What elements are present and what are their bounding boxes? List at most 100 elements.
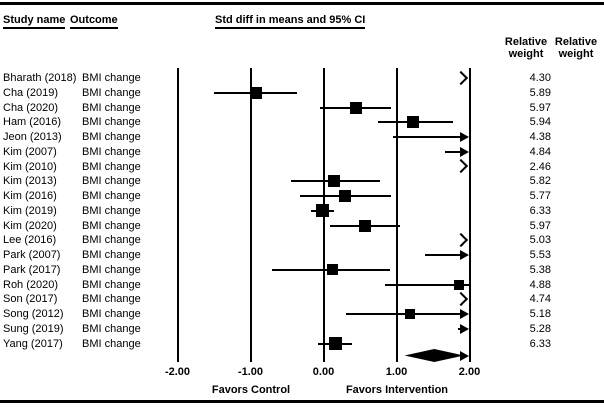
relative-weight-value: 5.94 xyxy=(529,116,551,129)
relative-weight-value: 4.88 xyxy=(529,278,551,291)
axis-gridline xyxy=(249,68,252,362)
outcome-label: BMI change xyxy=(82,278,141,291)
relative-weight-2-line2: weight xyxy=(558,47,594,60)
relative-weight-value: 5.97 xyxy=(529,219,551,232)
study-name-label: Park (2007) xyxy=(3,249,61,261)
summary-arrow-right-icon xyxy=(460,350,469,361)
ci-line xyxy=(444,150,461,153)
ci-arrow-right-icon xyxy=(460,323,469,334)
offscale-chevron-icon xyxy=(453,158,469,174)
study-name-label: Roh (2020) xyxy=(3,278,59,291)
outcome-label: BMI change xyxy=(82,234,141,247)
ci-line xyxy=(424,254,461,256)
point-estimate-marker xyxy=(350,101,363,114)
relative-weight-value: 5.89 xyxy=(529,86,551,99)
relative-weight-value: 6.33 xyxy=(529,204,551,217)
outcome-label: BMI change xyxy=(82,322,141,335)
axis-tick-label: -2.00 xyxy=(164,366,191,378)
outcome-label: BMI change xyxy=(82,249,141,261)
ci-arrow-right-icon xyxy=(460,250,469,260)
point-estimate-marker xyxy=(359,219,372,232)
outcome-label: BMI change xyxy=(82,72,141,84)
ci-line xyxy=(457,327,461,330)
relative-weight-value: 4.74 xyxy=(529,293,551,306)
axis-tick-label: 0.00 xyxy=(312,366,335,378)
outcome-label: BMI change xyxy=(82,175,141,188)
relative-weight-value: 5.28 xyxy=(529,322,551,335)
axis-tick-label: -1.00 xyxy=(237,366,264,378)
relative-weight-value: 5.03 xyxy=(529,234,551,247)
relative-weight-1-line1: Relative xyxy=(504,36,548,48)
axis-tick-label: 2.00 xyxy=(458,366,481,378)
study-name-label: Kim (2013) xyxy=(3,175,57,188)
outcome-label: BMI change xyxy=(82,337,141,350)
top-rule xyxy=(0,2,604,5)
column-header-outcome: Outcome xyxy=(70,14,118,29)
study-name-label: Yang (2017) xyxy=(3,337,63,350)
relative-weight-value: 5.18 xyxy=(529,308,551,320)
study-name-label: Kim (2020) xyxy=(3,219,57,232)
point-estimate-marker xyxy=(315,204,329,218)
study-name-label: Cha (2019) xyxy=(3,86,59,99)
axis-gridline xyxy=(395,68,398,362)
relative-weight-value: 5.77 xyxy=(529,190,551,202)
outcome-label: BMI change xyxy=(82,263,141,276)
axis-tick-label: 1.00 xyxy=(385,366,408,378)
outcome-label: BMI change xyxy=(82,219,141,232)
point-estimate-marker xyxy=(328,175,341,188)
study-name-label: Ham (2016) xyxy=(3,116,62,129)
outcome-label: BMI change xyxy=(82,86,141,99)
relative-weight-2-line1: Relative xyxy=(554,36,598,48)
study-name-label: Kim (2010) xyxy=(3,160,57,173)
offscale-chevron-icon xyxy=(453,232,469,247)
ci-arrow-right-icon xyxy=(460,132,469,142)
outcome-label: BMI change xyxy=(82,190,141,202)
outcome-label: BMI change xyxy=(82,131,141,143)
column-header-relative-weight-2: Relative weight xyxy=(550,36,602,60)
relative-weight-value: 4.38 xyxy=(529,131,551,143)
point-estimate-marker xyxy=(339,190,352,202)
outcome-label: BMI change xyxy=(82,204,141,217)
point-estimate-marker xyxy=(405,309,416,319)
study-name-label: Kim (2019) xyxy=(3,204,57,217)
relative-weight-value: 4.30 xyxy=(529,72,551,84)
study-name-label: Song (2012) xyxy=(3,308,64,320)
study-name-label: Park (2017) xyxy=(3,263,61,276)
study-name-label: Jeon (2013) xyxy=(3,131,62,143)
study-name-label: Bharath (2018) xyxy=(3,72,77,84)
point-estimate-marker xyxy=(454,279,465,290)
relative-weight-value: 5.53 xyxy=(529,249,551,261)
outcome-label: BMI change xyxy=(82,116,141,129)
relative-weight-value: 4.84 xyxy=(529,145,551,158)
point-estimate-marker xyxy=(249,86,262,99)
point-estimate-marker xyxy=(329,337,343,350)
outcome-label: BMI change xyxy=(82,293,141,306)
relative-weight-value: 5.82 xyxy=(529,175,551,188)
offscale-chevron-icon xyxy=(453,70,469,85)
ci-arrow-right-icon xyxy=(460,309,469,319)
ci-line xyxy=(392,136,461,138)
plot-title: Std diff in means and 95% CI xyxy=(215,14,366,29)
outcome-label: BMI change xyxy=(82,101,141,114)
ci-line xyxy=(384,283,470,286)
study-name-label: Sung (2019) xyxy=(3,322,64,335)
outcome-label: BMI change xyxy=(82,160,141,173)
outcome-label: BMI change xyxy=(82,145,141,158)
summary-diamond xyxy=(404,349,464,362)
favors-intervention-label: Favors Intervention xyxy=(345,384,449,396)
relative-weight-1-line2: weight xyxy=(508,47,544,60)
favors-control-label: Favors Control xyxy=(211,384,291,396)
axis-gridline xyxy=(176,68,179,362)
relative-weight-value: 5.97 xyxy=(529,101,551,114)
point-estimate-marker xyxy=(327,264,339,276)
relative-weight-value: 5.38 xyxy=(529,263,551,276)
study-name-label: Lee (2016) xyxy=(3,234,57,247)
ci-line xyxy=(346,313,461,315)
study-name-label: Cha (2020) xyxy=(3,101,59,114)
column-header-study-name: Study name xyxy=(3,14,66,29)
point-estimate-marker xyxy=(407,116,420,129)
study-name-label: Son (2017) xyxy=(3,293,58,306)
relative-weight-value: 2.46 xyxy=(529,160,551,173)
relative-weight-value: 6.33 xyxy=(529,337,551,350)
